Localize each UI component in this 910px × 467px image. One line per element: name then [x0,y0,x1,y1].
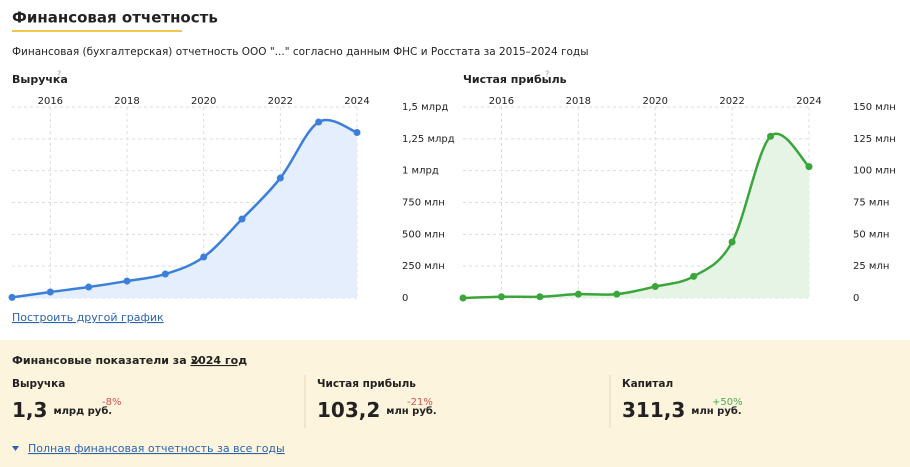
point [574,290,582,298]
y-tick-label: 250 млн [402,261,445,272]
x-tick-label: 2024 [344,96,369,107]
y-tick-label: 150 млн [853,102,896,113]
metric-value: 103,2 млн руб. [317,398,437,422]
area [12,120,357,298]
y-tick-label: 0 [402,293,408,304]
point [767,132,775,140]
point [123,277,131,285]
y-tick-label: 0 [853,293,859,304]
point [8,293,16,301]
x-tick-label: 2016 [489,96,514,107]
line [462,132,810,300]
point [497,293,505,301]
summary-title-text: Финансовые показатели за [12,354,187,367]
summary-title: Финансовые показатели за 2024 год [12,354,247,367]
metric-label: Выручка [12,378,65,390]
page-title: Финансовая отчетность [12,9,218,27]
metric-unit: млн руб. [386,405,436,417]
x-tick-label: 2020 [642,96,667,107]
point [805,163,813,171]
x-tick-label: 2018 [566,96,591,107]
x-tick-label: 2016 [38,96,63,107]
footer-link[interactable]: Полная финансовая отчетность за все годы [28,442,285,455]
metric-value: 311,3 млн руб. [622,398,742,422]
chart-link[interactable]: Построить другой график [12,311,164,324]
point [85,283,93,291]
y-tick-label: 1 млрд [402,166,439,177]
chart-title: Выручка [12,73,68,86]
metric-unit: млрд руб. [53,405,112,417]
point [161,270,169,278]
summary-panel [0,340,910,467]
y-tick-label: 50 млн [853,229,889,240]
point [613,290,621,298]
metric-unit: млн руб. [691,405,741,417]
point [459,294,467,302]
point [46,288,54,296]
metric-change: -21% [407,397,433,408]
metric-label: Капитал [622,378,673,390]
x-tick-label: 2022 [719,96,744,107]
subtitle: Финансовая (бухгалтерская) отчетность ОО… [12,46,589,58]
year-select[interactable]: 2024 год [190,354,247,367]
y-tick-label: 1,25 млрд [402,134,455,145]
y-tick-label: 500 млн [402,229,445,240]
point [728,238,736,246]
metric-change: +50% [712,397,743,408]
x-tick-label: 2022 [268,96,293,107]
x-tick-label: 2020 [191,96,216,107]
point [276,174,284,182]
area [463,133,809,298]
y-tick-label: 750 млн [402,198,445,209]
y-tick-label: 100 млн [853,166,896,177]
metric-label: Чистая прибыль [317,378,416,390]
y-tick-label: 125 млн [853,134,896,145]
metric-number: 1,3 [12,398,47,422]
x-tick-label: 2018 [114,96,139,107]
y-tick-label: 1,5 млрд [402,102,448,113]
point [200,253,208,261]
point [353,128,361,136]
x-tick-label: 2024 [796,96,821,107]
chart-title: Чистая прибыль [463,73,567,86]
y-tick-label: 25 млн [853,261,889,272]
point [238,215,246,223]
point [690,272,698,280]
metric-change: -8% [102,397,121,408]
expand-icon[interactable] [12,446,19,451]
point [651,283,659,291]
metric-number: 311,3 [622,398,685,422]
line [11,118,358,299]
y-tick-label: 75 млн [853,198,889,209]
point [536,293,544,301]
chevron[interactable] [191,358,201,365]
point [315,118,323,126]
hint-icon: ? [545,70,549,79]
hint-icon: ? [57,70,61,79]
metric-value: 1,3 млрд руб. [12,398,112,422]
metric-number: 103,2 [317,398,380,422]
